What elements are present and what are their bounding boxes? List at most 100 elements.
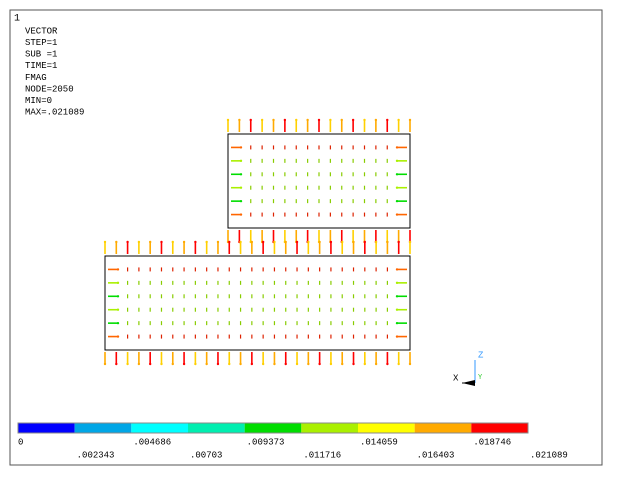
legend-band	[131, 423, 188, 433]
vector-head	[395, 186, 399, 189]
vector-head	[408, 240, 412, 244]
legend-band	[74, 423, 132, 433]
vector-head	[137, 362, 141, 366]
vector-head	[351, 118, 355, 122]
vector-head	[363, 240, 367, 244]
vector-head	[395, 281, 399, 285]
vector-head	[239, 240, 242, 244]
vector-head	[395, 173, 399, 176]
vector-head	[228, 362, 231, 366]
vector-head	[116, 295, 120, 298]
x-label: X	[453, 373, 459, 383]
vector-head	[306, 118, 309, 122]
vector-head	[226, 118, 230, 122]
vector-head	[261, 362, 265, 366]
vector-head	[284, 362, 287, 366]
vector-head	[116, 308, 120, 311]
vector-head	[329, 362, 333, 366]
vector-head	[395, 199, 399, 203]
vector-head	[408, 118, 412, 122]
vector-head	[205, 362, 208, 366]
legend-band	[358, 423, 415, 433]
legend-band	[471, 423, 528, 433]
vector-head	[295, 118, 298, 122]
legend-label: .014059	[360, 437, 398, 447]
vector-head	[239, 362, 242, 366]
header-line: STEP=1	[25, 38, 57, 48]
vector-head	[126, 362, 129, 366]
vector-head	[408, 362, 412, 366]
vector-head	[386, 240, 389, 244]
vector-head	[283, 118, 287, 122]
vector-head	[216, 240, 220, 244]
header-line: MIN=0	[25, 96, 52, 106]
vector-head	[116, 281, 120, 285]
vector-field	[103, 118, 412, 366]
vector-head	[397, 362, 400, 366]
vector-head	[341, 362, 344, 366]
vector-head	[171, 362, 174, 366]
vector-head	[295, 362, 299, 366]
vector-head	[239, 199, 243, 203]
vector-head	[182, 240, 186, 244]
vector-head	[115, 362, 118, 366]
vector-head	[103, 240, 107, 244]
window-number: 1	[14, 14, 20, 25]
vector-head	[273, 240, 276, 244]
vector-head	[194, 240, 197, 244]
vector-head	[239, 186, 243, 189]
vector-head	[160, 362, 163, 366]
vector-head	[205, 240, 208, 244]
vector-head	[239, 146, 243, 149]
vector-head	[395, 159, 399, 163]
vector-head	[239, 159, 243, 163]
vector-head	[273, 362, 276, 366]
legend-label: .018746	[473, 437, 511, 447]
vector-head	[148, 240, 152, 244]
vector-head	[395, 308, 399, 311]
vector-head	[317, 118, 321, 122]
vector-head	[318, 362, 321, 366]
vector-head	[116, 268, 120, 271]
header-line: FMAG	[25, 73, 47, 83]
legend-band	[414, 423, 472, 433]
legend-label: .009373	[247, 437, 285, 447]
vector-head	[126, 240, 129, 244]
vector-head	[228, 240, 231, 244]
legend-label: .021089	[530, 450, 568, 460]
vector-head	[137, 240, 141, 244]
vector-head	[395, 295, 399, 298]
header-line: NODE=2050	[25, 84, 74, 94]
vector-head	[261, 240, 265, 244]
vector-head	[318, 240, 321, 244]
header-line: VECTOR	[25, 26, 58, 36]
vector-head	[239, 173, 243, 176]
header-line: MAX=.021089	[25, 108, 84, 118]
vector-head	[307, 240, 310, 244]
y-label: Y	[478, 374, 483, 382]
triad: Z X Y	[453, 350, 484, 386]
legend: 0 .002343 .004686 .00703 .009373 .011716 .0140…	[17, 422, 568, 460]
vector-head	[239, 213, 243, 216]
vector-head	[116, 321, 120, 325]
triad-base	[462, 380, 475, 386]
vector-head	[238, 118, 241, 122]
legend-band	[188, 423, 245, 433]
vector-head	[340, 118, 343, 122]
legend-label: .00703	[190, 450, 222, 460]
vector-head	[386, 362, 389, 366]
vector-head	[171, 240, 174, 244]
vector-head	[103, 362, 107, 366]
vector-head	[395, 146, 399, 149]
vector-head	[160, 240, 163, 244]
vector-head	[329, 118, 332, 122]
upper-block	[227, 133, 411, 229]
legend-label: 0	[18, 437, 23, 447]
vector-head	[260, 118, 264, 122]
vector-head	[363, 362, 367, 366]
z-label: Z	[478, 350, 484, 360]
vector-head	[250, 240, 254, 244]
vector-head	[295, 240, 299, 244]
